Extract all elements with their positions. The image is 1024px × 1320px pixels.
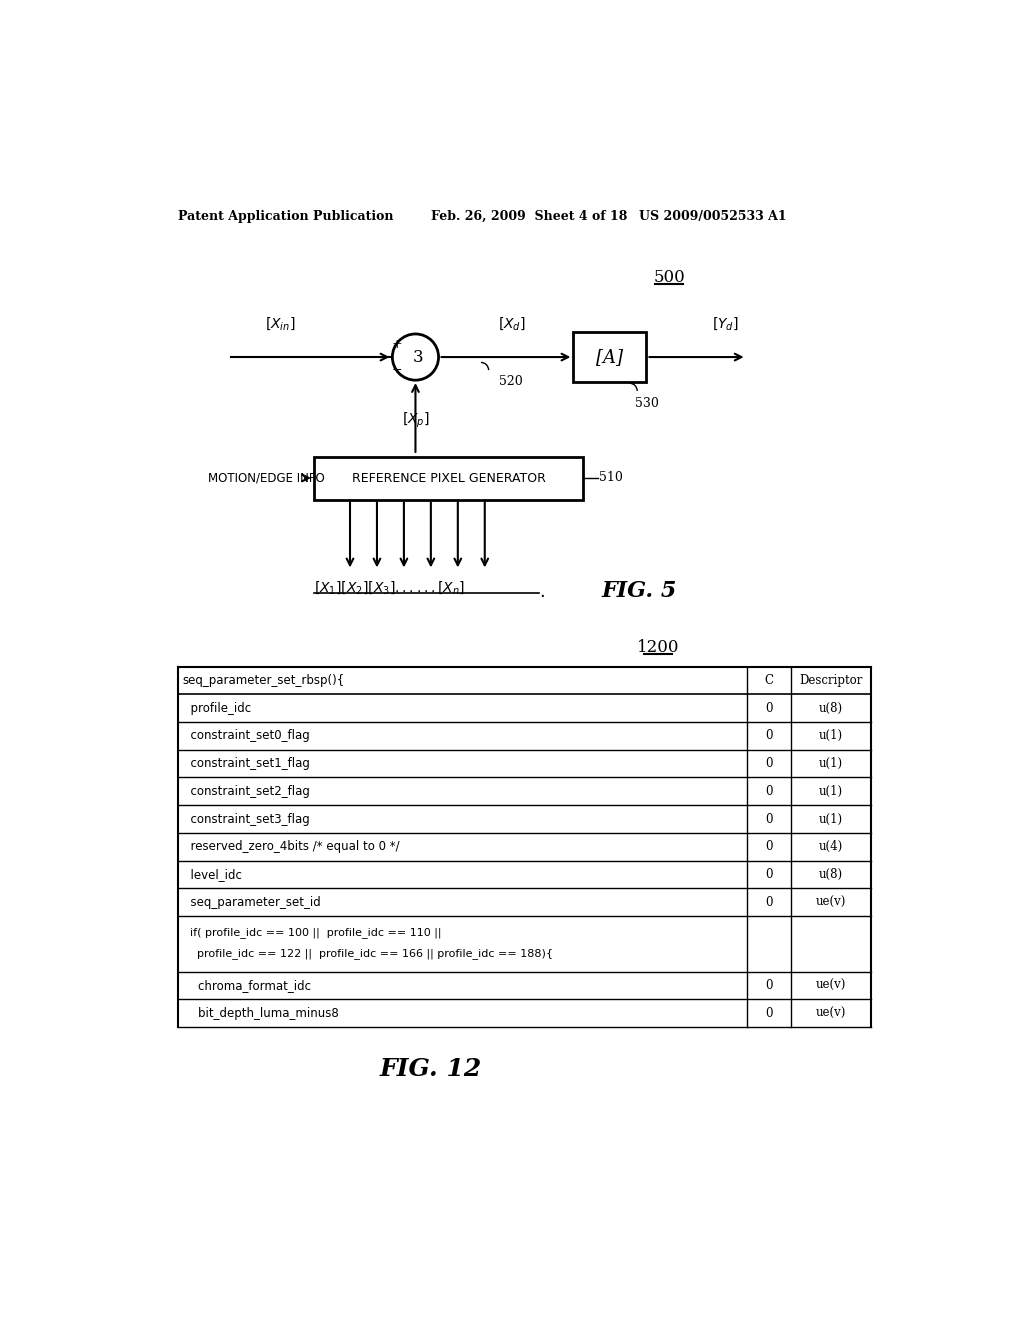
Text: 520: 520 — [499, 375, 522, 388]
Text: constraint_set3_flag: constraint_set3_flag — [183, 813, 309, 825]
Text: FIG. 12: FIG. 12 — [380, 1057, 482, 1081]
Text: u(1): u(1) — [819, 785, 844, 797]
Text: u(1): u(1) — [819, 730, 844, 742]
Text: C: C — [764, 675, 773, 686]
Text: −: − — [392, 363, 402, 376]
Text: Feb. 26, 2009  Sheet 4 of 18: Feb. 26, 2009 Sheet 4 of 18 — [431, 210, 628, 223]
Text: .: . — [539, 583, 545, 601]
Text: 0: 0 — [765, 869, 773, 880]
Text: profile_idc: profile_idc — [183, 702, 251, 714]
Text: 530: 530 — [635, 397, 658, 409]
Text: u(4): u(4) — [819, 841, 844, 853]
Text: $[Y_d]$: $[Y_d]$ — [713, 315, 739, 333]
Text: bit_depth_luma_minus8: bit_depth_luma_minus8 — [183, 1007, 339, 1019]
Text: profile_idc == 122 ||  profile_idc == 166 || profile_idc == 188){: profile_idc == 122 || profile_idc == 166… — [183, 948, 553, 960]
Text: 0: 0 — [765, 758, 773, 770]
Text: u(8): u(8) — [819, 869, 844, 880]
Text: constraint_set1_flag: constraint_set1_flag — [183, 758, 310, 770]
Text: 500: 500 — [653, 269, 685, 286]
Text: reserved_zero_4bits /* equal to 0 */: reserved_zero_4bits /* equal to 0 */ — [183, 841, 399, 853]
Text: $[X_{in}]$: $[X_{in}]$ — [265, 315, 296, 333]
Text: 3: 3 — [413, 348, 423, 366]
Text: +: + — [391, 338, 402, 351]
Text: u(8): u(8) — [819, 702, 844, 714]
Text: REFERENCE PIXEL GENERATOR: REFERENCE PIXEL GENERATOR — [351, 471, 546, 484]
Text: 0: 0 — [765, 1007, 773, 1019]
Text: 0: 0 — [765, 785, 773, 797]
Text: 0: 0 — [765, 730, 773, 742]
Text: $[X_d]$: $[X_d]$ — [498, 315, 525, 333]
Text: 1200: 1200 — [637, 639, 679, 656]
Text: u(1): u(1) — [819, 758, 844, 770]
Text: 0: 0 — [765, 841, 773, 853]
Text: $[X_p]$: $[X_p]$ — [401, 411, 429, 430]
Text: Patent Application Publication: Patent Application Publication — [178, 210, 394, 223]
Text: ue(v): ue(v) — [816, 896, 847, 908]
Text: $[X_1][X_2][X_3]......[X_n]$: $[X_1][X_2][X_3]......[X_n]$ — [313, 579, 465, 597]
Text: US 2009/0052533 A1: US 2009/0052533 A1 — [639, 210, 786, 223]
Text: constraint_set2_flag: constraint_set2_flag — [183, 785, 310, 797]
Text: Descriptor: Descriptor — [800, 675, 863, 686]
Text: 510: 510 — [599, 471, 623, 484]
Text: MOTION/EDGE INFO: MOTION/EDGE INFO — [208, 471, 325, 484]
Text: 0: 0 — [765, 813, 773, 825]
Text: chroma_format_idc: chroma_format_idc — [183, 979, 311, 991]
Text: ue(v): ue(v) — [816, 979, 847, 991]
FancyBboxPatch shape — [313, 457, 584, 499]
Text: seq_parameter_set_id: seq_parameter_set_id — [183, 896, 321, 908]
Text: FIG. 5: FIG. 5 — [601, 581, 677, 602]
Text: 0: 0 — [765, 702, 773, 714]
Text: ue(v): ue(v) — [816, 1007, 847, 1019]
Text: if( profile_idc == 100 ||  profile_idc == 110 ||: if( profile_idc == 100 || profile_idc ==… — [183, 927, 441, 939]
Text: [A]: [A] — [596, 347, 624, 366]
Text: u(1): u(1) — [819, 813, 844, 825]
Text: level_idc: level_idc — [183, 869, 242, 880]
Text: constraint_set0_flag: constraint_set0_flag — [183, 730, 309, 742]
Text: 0: 0 — [765, 979, 773, 991]
Text: 0: 0 — [765, 896, 773, 908]
Text: seq_parameter_set_rbsp(){: seq_parameter_set_rbsp(){ — [183, 675, 345, 686]
FancyBboxPatch shape — [573, 331, 646, 381]
